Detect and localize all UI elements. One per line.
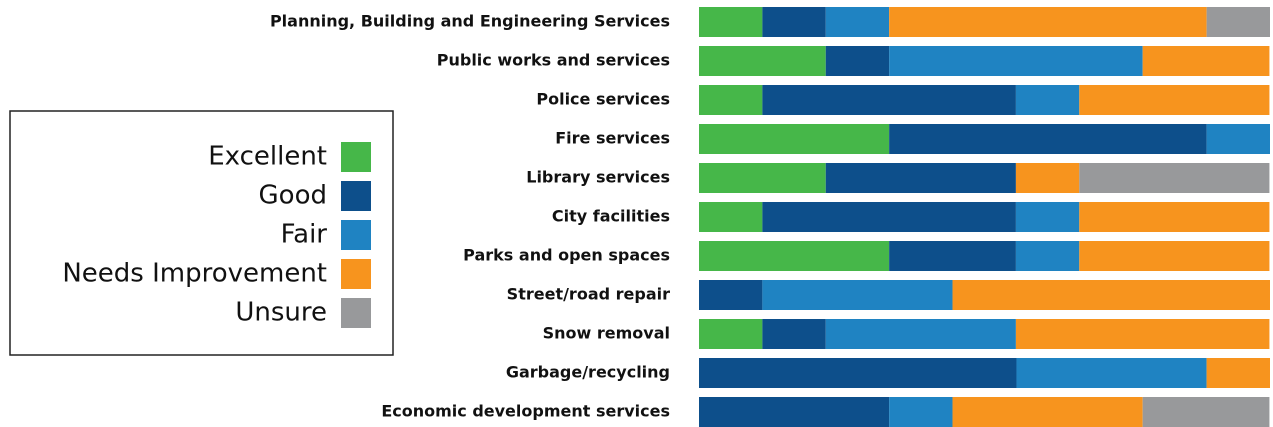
category-label: Parks and open spaces [463,246,670,265]
bar-segment [699,46,826,76]
category-label: Fire services [555,129,670,148]
bar-segment [699,163,826,193]
bar-segment [1206,358,1270,388]
legend-label: Excellent [208,142,327,172]
category-label: Garbage/recycling [506,363,670,382]
bar-segment [889,124,1207,154]
category-label: Police services [536,90,670,109]
bar-segment [825,319,1016,349]
legend-label: Needs Improvement [62,259,327,289]
bar-segment [699,85,763,115]
bar-segment [952,397,1143,427]
legend-swatch [341,259,371,289]
legend-swatch [341,181,371,211]
bar-segment [1079,163,1270,193]
category-label: Economic development services [381,402,670,421]
bar-segment [699,319,763,349]
bar-segment [1079,241,1270,271]
bar-segment [699,397,890,427]
bar-segment [699,358,1017,388]
legend-box [9,110,394,356]
bar-segment [762,319,826,349]
bar-segment [1142,46,1270,76]
bar-segment [1206,124,1270,154]
legend-label: Fair [281,220,328,250]
bar-segment [762,7,826,37]
bar-segment [1015,163,1080,193]
bar-segment [952,280,1270,310]
bar-segment [825,163,1016,193]
bar-segment [699,7,763,37]
bar-segment [1015,319,1270,349]
bar-segment [699,202,763,232]
bar-segment [1079,202,1270,232]
legend-swatch [341,298,371,328]
bar-segment [1016,358,1207,388]
bar-segment [1206,7,1270,37]
category-label: Street/road repair [507,285,670,304]
bar-segment [1015,85,1080,115]
bar-segment [889,397,953,427]
bar-segment [762,280,953,310]
category-label: Planning, Building and Engineering Servi… [270,12,670,31]
category-label: Library services [526,168,670,187]
bar-segment [889,241,1016,271]
legend-swatch [341,220,371,250]
bar-segment [889,7,1207,37]
bar-segment [825,7,890,37]
legend-swatch [341,142,371,172]
bar-segment [1015,202,1080,232]
bar-segment [1079,85,1270,115]
legend-label: Good [259,181,327,211]
bar-segment [699,241,890,271]
bar-segment [699,280,763,310]
legend-label: Unsure [235,298,327,328]
bar-segment [762,202,1016,232]
bar-segment [1015,241,1080,271]
bar-segment [762,85,1016,115]
bar-segment [699,124,890,154]
category-label: City facilities [552,207,670,226]
bar-segment [889,46,1143,76]
bar-segment [825,46,890,76]
bar-segment [1142,397,1270,427]
category-label: Public works and services [437,51,670,70]
category-label: Snow removal [543,324,670,343]
